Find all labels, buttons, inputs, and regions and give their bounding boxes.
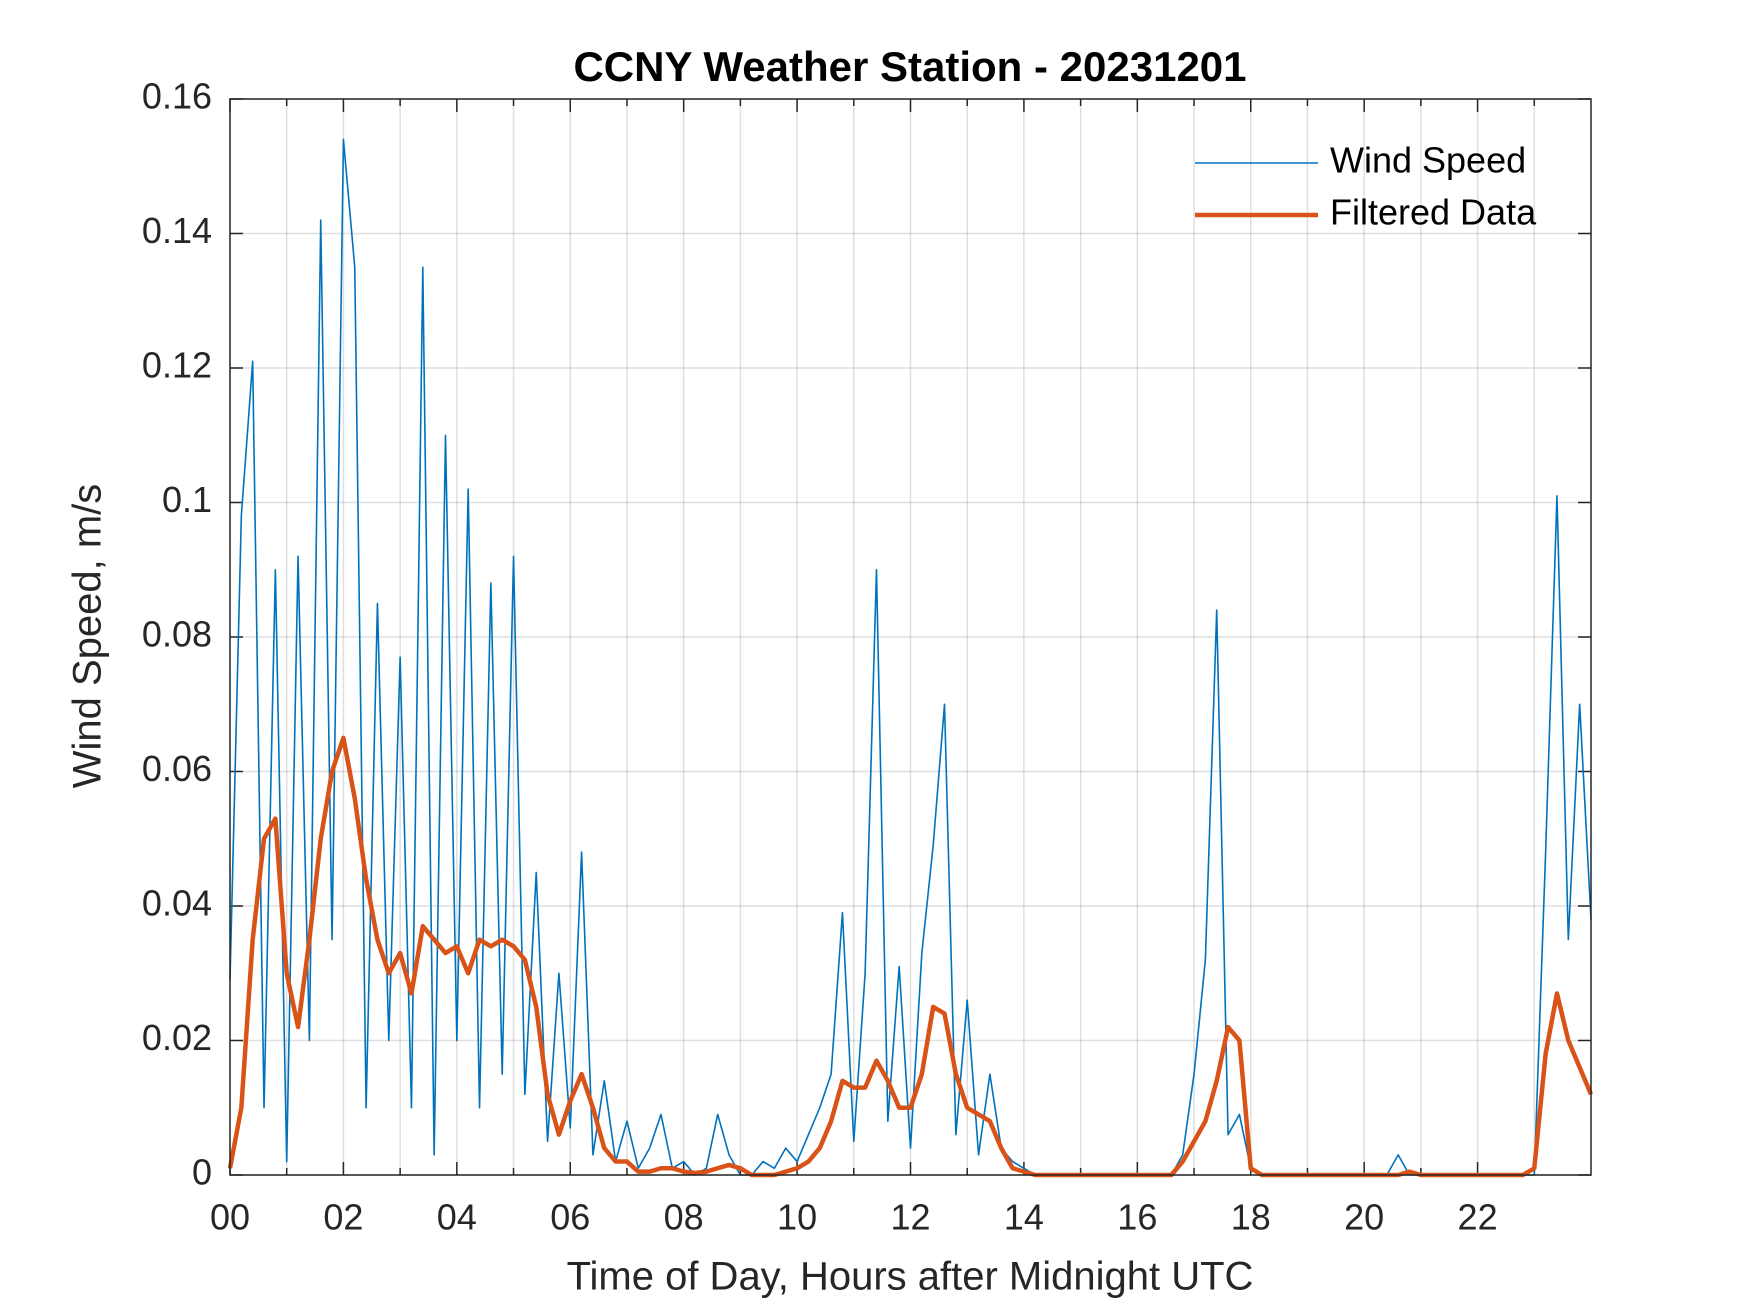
legend-label: Filtered Data [1330, 192, 1537, 233]
y-tick-label: 0.12 [142, 345, 212, 386]
x-tick-label: 04 [437, 1197, 477, 1238]
y-tick-label: 0.04 [142, 883, 212, 924]
chart-title: CCNY Weather Station - 20231201 [573, 43, 1246, 90]
x-tick-label: 06 [550, 1197, 590, 1238]
legend-label: Wind Speed [1330, 140, 1526, 181]
y-tick-label: 0.14 [142, 210, 212, 251]
x-tick-label: 12 [890, 1197, 930, 1238]
y-tick-label: 0.08 [142, 614, 212, 655]
x-axis-label: Time of Day, Hours after Midnight UTC [567, 1255, 1254, 1299]
x-tick-label: 22 [1458, 1197, 1498, 1238]
x-tick-label: 16 [1117, 1197, 1157, 1238]
y-tick-label: 0.1 [162, 479, 212, 520]
y-tick-label: 0.02 [142, 1017, 212, 1058]
x-tick-label: 14 [1004, 1197, 1044, 1238]
x-tick-label: 18 [1231, 1197, 1271, 1238]
x-tick-label: 10 [777, 1197, 817, 1238]
y-tick-label: 0.06 [142, 748, 212, 789]
x-tick-label: 00 [210, 1197, 250, 1238]
x-tick-label: 08 [664, 1197, 704, 1238]
x-tick-label: 02 [323, 1197, 363, 1238]
x-tick-label: 20 [1344, 1197, 1384, 1238]
axes-box [229, 98, 1592, 1176]
y-tick-label: 0 [192, 1152, 212, 1193]
y-tick-label: 0.16 [142, 76, 212, 117]
y-axis-label: Wind Speed, m/s [66, 484, 110, 789]
